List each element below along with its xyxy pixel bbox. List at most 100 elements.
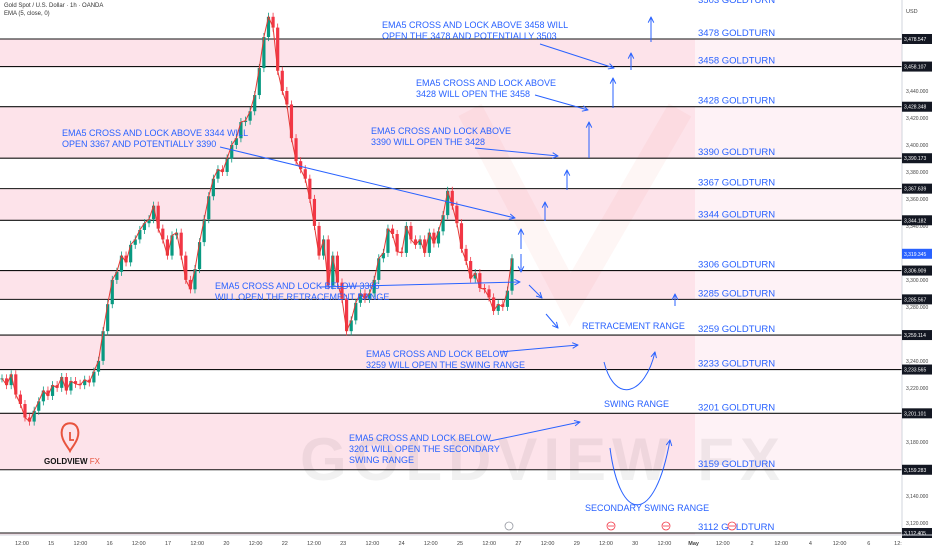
annotation-text: 3390 WILL OPEN THE 3428	[371, 137, 485, 147]
level-label: 3367 GOLDTURN	[698, 178, 775, 189]
candle-body	[492, 297, 496, 311]
annotation-text: EMA5 CROSS AND LOCK ABOVE	[371, 126, 511, 136]
y-tick-label: 3,140.000	[906, 494, 928, 500]
candle-body	[372, 279, 376, 294]
x-tick-label: 17	[165, 541, 171, 547]
candle-body	[299, 161, 303, 170]
candle-body	[432, 232, 436, 244]
candle-body	[395, 234, 399, 252]
price-badge	[902, 364, 932, 375]
annotation-text: EMA5 CROSS AND LOCK ABOVE	[416, 78, 556, 88]
y-tick-label: 3,360.000	[906, 197, 928, 203]
candle-body	[441, 215, 445, 232]
x-tick-label: 6	[867, 541, 870, 547]
x-tick-label: 12:	[894, 541, 902, 547]
level-label: 3159 GOLDTURN	[698, 459, 775, 470]
annotation-text: OPEN 3367 AND POTENTIALLY 3390	[62, 139, 216, 149]
price-badge-label: 3,319.345	[904, 252, 926, 258]
x-tick-label: 12:00	[249, 541, 263, 547]
candle-body	[409, 225, 413, 240]
x-tick-label: 4	[809, 541, 812, 547]
y-tick-label: 3,340.000	[906, 224, 928, 230]
logo-suffix-text: FX	[90, 457, 101, 466]
price-badge	[902, 408, 932, 419]
candle-body	[271, 16, 275, 28]
y-tick-label: 3,400.000	[906, 143, 928, 149]
y-tick-label: 3,440.000	[906, 89, 928, 95]
chart-symbol-title: Gold Spot / U.S. Dollar · 1h · OANDA	[4, 3, 104, 9]
annotation-text: EMA5 CROSS AND LOCK BELOW 3306	[215, 281, 380, 291]
candle-body	[96, 360, 101, 372]
price-badge-label: 3,285.567	[904, 297, 926, 303]
price-badge	[902, 528, 932, 538]
price-badge	[902, 101, 932, 112]
candle-body	[331, 255, 335, 286]
x-tick-label: 12:00	[658, 541, 672, 547]
x-tick-label: 12:00	[190, 541, 204, 547]
candle-body	[317, 225, 321, 256]
candle-body	[487, 289, 491, 298]
x-tick-label: 16	[107, 541, 113, 547]
retracement-range-label: RETRACEMENT RANGE	[582, 321, 685, 331]
swing-range-label: SWING RANGE	[604, 399, 669, 409]
candle-body	[101, 331, 105, 361]
candle-body	[294, 138, 298, 162]
price-badge-label: 3,159.283	[904, 468, 926, 474]
candle-body	[32, 410, 36, 422]
y-tick-label: 3,240.000	[906, 359, 928, 365]
price-badge-label: 3,390.173	[904, 156, 926, 162]
watermark-text: GOLDVIEW FX	[300, 426, 786, 493]
x-tick-label: 2	[750, 541, 753, 547]
candle-body	[363, 293, 367, 299]
candle-body	[184, 255, 188, 280]
level-label: 3478 GOLDTURN	[698, 28, 775, 39]
x-tick-label: 12:00	[366, 541, 380, 547]
y-tick-label: 3,180.000	[906, 440, 928, 446]
candle-body	[129, 244, 133, 263]
candle-body	[41, 390, 45, 402]
candle-body	[459, 223, 464, 249]
level-label: 3233 GOLDTURN	[698, 359, 775, 370]
candle-body	[505, 290, 510, 307]
candle-body	[64, 377, 68, 391]
candle-body	[216, 169, 220, 179]
level-label: 3259 GOLDTURN	[698, 324, 775, 335]
candle-body	[207, 196, 211, 220]
arrow-down-3285	[528, 284, 542, 298]
annotation-text: EMA5 CROSS AND LOCK ABOVE 3344 WILL	[62, 128, 248, 138]
candle-body	[280, 70, 284, 92]
level-label: 3285 GOLDTURN	[698, 288, 775, 299]
candle-body	[73, 381, 78, 384]
x-tick-label: 12:00	[424, 541, 438, 547]
level-label: 3344 GOLDTURN	[698, 209, 775, 220]
candle-body	[276, 27, 280, 71]
candle-body	[243, 120, 248, 123]
price-badge	[902, 248, 932, 259]
candle-body	[225, 158, 229, 172]
candle-body	[211, 178, 215, 197]
watermark-logo-mark	[458, 103, 692, 327]
candle-body	[455, 205, 459, 224]
x-tick-label: 12:00	[541, 541, 555, 547]
candle-body	[4, 378, 9, 386]
candle-body	[308, 178, 312, 199]
candle-body	[83, 379, 87, 386]
price-badge	[902, 183, 932, 194]
y-tick-label: 3,120.000	[906, 521, 928, 527]
level-label: 3390 GOLDTURN	[698, 147, 775, 158]
x-tick-label: 24	[399, 541, 405, 547]
annotation-text: 3201 WILL OPEN THE SECONDARY	[349, 444, 500, 454]
arrow-3259-swing	[499, 345, 578, 353]
x-tick-label: 12:00	[307, 541, 321, 547]
candle-body	[303, 169, 307, 179]
price-badge	[902, 153, 932, 164]
candle-body	[377, 258, 381, 280]
candle-body	[197, 242, 202, 270]
swing-range-curve	[603, 352, 655, 391]
y-tick-label: 3,380.000	[906, 170, 928, 176]
price-badge	[902, 464, 932, 475]
secondary-swing-curve	[609, 440, 670, 506]
candle-body	[133, 239, 137, 245]
